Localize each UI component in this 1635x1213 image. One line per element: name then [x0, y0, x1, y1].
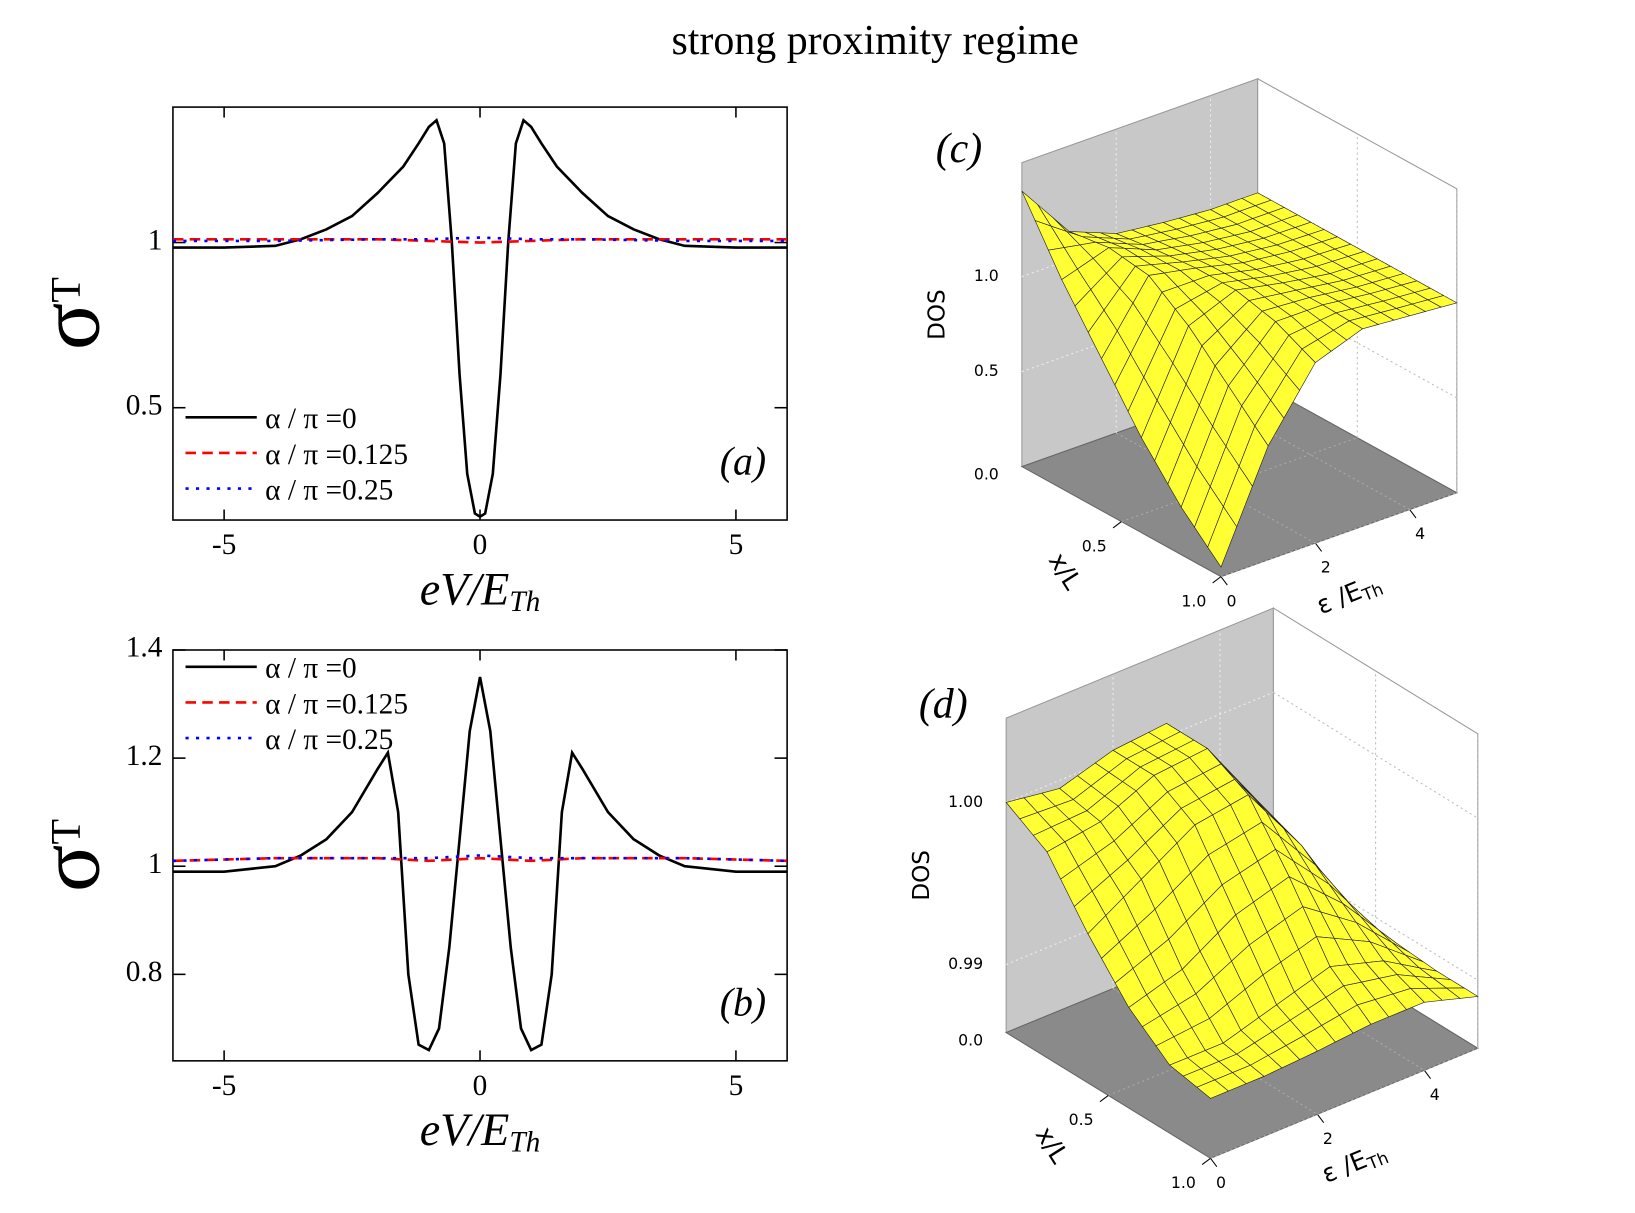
x-tick	[1212, 576, 1222, 584]
y-tick-label: 0.5	[126, 389, 163, 421]
x-tick	[1112, 521, 1122, 529]
series-line	[172, 854, 788, 863]
y-axis-label-main: ε /E	[1318, 1145, 1371, 1189]
x-axis-label: eV/ETh	[420, 1104, 541, 1159]
grid-line	[1112, 988, 1318, 1115]
y-tick-label: 1	[148, 224, 163, 256]
grid-line	[1273, 853, 1479, 981]
x-tick-label: -5	[212, 529, 236, 561]
y-tick-label: 1.4	[126, 632, 163, 664]
y-tick	[1220, 576, 1228, 586]
x-axis-label: x/L	[1030, 1121, 1074, 1168]
panel-label: (a)	[720, 440, 766, 484]
grid-line	[1005, 853, 1274, 965]
y-tick	[1409, 509, 1417, 519]
x-tick-label: 1.0	[1171, 1173, 1196, 1192]
x-tick-label: -5	[212, 1070, 236, 1102]
x-tick	[1099, 1095, 1109, 1103]
series-line	[172, 237, 788, 244]
y-tick-label: 2	[1321, 558, 1331, 577]
legend-label: α / π =0.25	[265, 724, 393, 756]
x-axis-label: eV/ETh	[420, 563, 541, 618]
series-line	[172, 236, 788, 243]
grid-line	[1108, 984, 1376, 1096]
y-tick-label: 2	[1323, 1129, 1333, 1148]
series-line	[172, 118, 788, 519]
y-axis-label-sub: T	[44, 277, 90, 303]
z-tick-label: 0.0	[974, 464, 999, 483]
x-tick-label: 5	[729, 529, 744, 561]
grid-line	[1210, 1047, 1478, 1159]
y-axis-label-main: σ	[22, 844, 119, 891]
x-tick-label: 0	[473, 529, 488, 561]
y-tick-label: 1	[148, 848, 163, 880]
surface-patch	[1207, 506, 1238, 568]
legend-label: α / π =0	[265, 403, 357, 435]
y-tick	[1210, 1157, 1218, 1168]
y-tick-label: 0.8	[126, 956, 163, 988]
y-tick	[1317, 1113, 1325, 1123]
series-line	[172, 856, 788, 863]
grid-line	[1273, 691, 1479, 819]
panel-label: (d)	[919, 681, 968, 727]
y-tick	[1314, 542, 1323, 552]
x-axis-label-main: eV/E	[420, 1104, 510, 1155]
legend-label: α / π =0.125	[265, 688, 408, 720]
legend-label: α / π =0.125	[265, 439, 408, 471]
x-axis-label: x/L	[1043, 548, 1087, 595]
x-axis-label-sub: Th	[509, 586, 540, 618]
figure-title: strong proximity regime	[671, 18, 1078, 64]
legend-label: α / π =0	[265, 653, 357, 685]
x-tick-label: 0.5	[1069, 1110, 1094, 1129]
grid-line	[1005, 691, 1274, 803]
x-tick-label: 1.0	[1181, 591, 1206, 610]
grid-line	[1219, 944, 1425, 1071]
y-tick-label: 4	[1415, 524, 1425, 543]
z-tick-label: 0.5	[974, 361, 999, 380]
z-axis-label: DOS	[925, 289, 951, 340]
x-tick	[1201, 1157, 1211, 1166]
y-tick	[1423, 1069, 1432, 1079]
x-tick-label: 0.5	[1082, 536, 1107, 555]
x-tick-label: 0	[473, 1070, 488, 1102]
y-axis-label-main: ε /E	[1312, 576, 1365, 620]
y-tick-label: 4	[1430, 1085, 1440, 1104]
x-axis-label-main: eV/E	[420, 563, 510, 614]
x-axis-label-sub: Th	[509, 1126, 540, 1158]
z-tick-label: 0.99	[948, 954, 983, 973]
z-tick-label: 0.0	[958, 1030, 983, 1049]
x-tick-label: 5	[729, 1070, 744, 1102]
y-axis-label: σT	[22, 819, 119, 892]
z-axis-label: DOS	[909, 850, 935, 901]
y-tick-label: 0	[1216, 1173, 1226, 1192]
z-tick-label: 1.0	[974, 266, 999, 285]
series-line	[172, 676, 788, 1052]
legend-label: α / π =0.25	[265, 475, 393, 507]
y-tick-label: 1.2	[126, 740, 163, 772]
y-axis-label-main: σ	[22, 303, 119, 350]
surface-patch	[1196, 1079, 1229, 1099]
panel-label: (c)	[936, 126, 983, 172]
y-axis-label: σT	[22, 277, 119, 350]
panel-label: (b)	[720, 980, 766, 1024]
y-tick-label: 0	[1226, 591, 1236, 610]
z-tick-label: 1.00	[948, 792, 983, 811]
y-axis-label-sub: T	[44, 819, 90, 845]
